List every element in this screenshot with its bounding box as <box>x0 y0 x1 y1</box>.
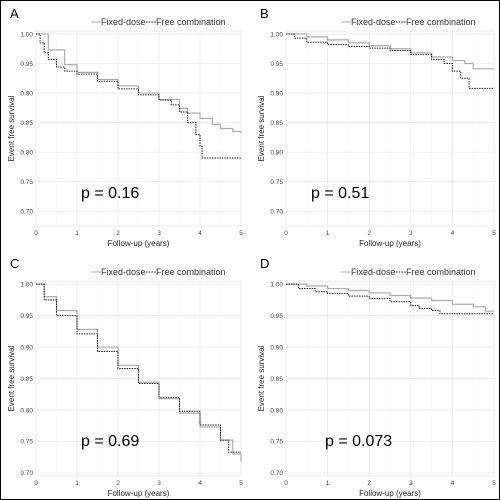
y-tick-label: 0.75 <box>20 179 33 186</box>
series-free-combination <box>36 283 241 453</box>
y-tick-label: 0.70 <box>20 470 33 477</box>
legend-label-fixed-dose: Fixed-dose <box>101 267 146 277</box>
x-tick-label: 0 <box>284 230 288 237</box>
p-value-annotation: p = 0.51 <box>311 185 369 202</box>
x-tick-label: 3 <box>157 230 161 237</box>
y-tick-label: 0.85 <box>270 120 283 127</box>
x-tick-label: 3 <box>409 480 413 487</box>
panel-letter: A <box>10 6 19 21</box>
series-free-combination <box>286 283 494 315</box>
x-tick-label: 4 <box>198 230 202 237</box>
y-axis-title: Event free survival <box>257 95 266 161</box>
y-tick-label: 0.90 <box>270 90 283 97</box>
x-axis-title: Follow-up (years) <box>108 239 170 248</box>
y-tick-label: 0.95 <box>20 61 33 68</box>
panel-a: A 0 1 2 3 4 5 0.70 0.75 0.80 0.85 0.90 0.95 1.00 Follo… <box>7 6 243 248</box>
panel-letter: B <box>260 6 269 21</box>
y-tick-label: 0.95 <box>270 61 283 68</box>
y-axis-title: Event free survival <box>257 345 266 411</box>
x-tick-label: 2 <box>367 230 371 237</box>
y-tick-label: 0.80 <box>270 407 283 414</box>
x-tick-label: 2 <box>367 480 371 487</box>
y-tick-label: 1.00 <box>20 281 33 288</box>
y-tick-label: 0.85 <box>20 120 33 127</box>
y-tick-label: 0.70 <box>270 209 283 216</box>
y-tick-label: 0.95 <box>20 313 33 320</box>
x-tick-label: 3 <box>409 230 413 237</box>
legend-label-free-combination: Free combination <box>406 17 476 27</box>
series-free-combination <box>36 33 241 159</box>
x-tick-label: 1 <box>326 230 330 237</box>
series-fixed-dose <box>286 283 494 312</box>
y-tick-label: 1.00 <box>20 31 33 38</box>
panel-b: B 0 1 2 3 4 5 0.70 0.75 0.80 0.85 0.90 0.95 1.00 Follo… <box>257 6 496 248</box>
y-tick-label: 1.00 <box>270 281 283 288</box>
panel-letter: C <box>10 256 19 271</box>
y-tick-label: 1.00 <box>270 31 283 38</box>
x-axis-title: Follow-up (years) <box>359 489 421 498</box>
legend-label-fixed-dose: Fixed-dose <box>351 267 396 277</box>
p-value-annotation: p = 0.69 <box>81 433 139 450</box>
x-tick-label: 0 <box>34 480 38 487</box>
x-tick-label: 1 <box>75 480 79 487</box>
y-axis-title: Event free survival <box>7 345 16 411</box>
x-tick-label: 1 <box>75 230 79 237</box>
x-tick-label: 1 <box>326 480 330 487</box>
panel-c: C 0 1 2 3 4 5 0.70 0.75 0.80 0.85 0.90 0.95 1.00 Follo… <box>7 256 243 498</box>
y-axis-title: Event free survival <box>7 95 16 161</box>
legend-label-fixed-dose: Fixed-dose <box>101 17 146 27</box>
legend-label-free-combination: Free combination <box>156 267 226 277</box>
x-axis-title: Follow-up (years) <box>359 239 421 248</box>
panel-d: D 0 1 2 3 4 5 0.70 0.75 0.80 0.85 0.90 0.95 1.00 Follo… <box>257 256 496 498</box>
x-tick-label: 5 <box>492 230 496 237</box>
x-tick-label: 5 <box>239 230 243 237</box>
y-tick-label: 0.70 <box>20 209 33 216</box>
x-axis-title: Follow-up (years) <box>108 489 170 498</box>
p-value-annotation: p = 0.16 <box>81 185 139 202</box>
x-tick-label: 5 <box>492 480 496 487</box>
legend-label-fixed-dose: Fixed-dose <box>351 17 396 27</box>
p-value-annotation: p = 0.073 <box>325 433 392 450</box>
legend-label-free-combination: Free combination <box>156 17 226 27</box>
y-tick-label: 0.80 <box>20 149 33 156</box>
y-tick-label: 0.75 <box>270 439 283 446</box>
x-tick-label: 0 <box>34 230 38 237</box>
y-tick-label: 0.75 <box>270 179 283 186</box>
x-tick-label: 3 <box>157 480 161 487</box>
y-tick-label: 0.90 <box>20 90 33 97</box>
y-tick-label: 0.80 <box>20 407 33 414</box>
y-tick-label: 0.90 <box>20 344 33 351</box>
x-tick-label: 4 <box>198 480 202 487</box>
x-tick-label: 5 <box>239 480 243 487</box>
panel-letter: D <box>260 256 269 271</box>
y-tick-label: 0.80 <box>270 149 283 156</box>
x-tick-label: 4 <box>451 480 455 487</box>
series-free-combination <box>286 33 494 89</box>
x-tick-label: 2 <box>116 230 120 237</box>
y-tick-label: 0.70 <box>270 470 283 477</box>
legend-label-free-combination: Free combination <box>406 267 476 277</box>
y-tick-label: 0.75 <box>20 439 33 446</box>
y-tick-label: 0.95 <box>270 313 283 320</box>
y-tick-label: 0.85 <box>20 376 33 383</box>
y-tick-label: 0.90 <box>270 344 283 351</box>
y-tick-label: 0.85 <box>270 376 283 383</box>
x-tick-label: 4 <box>451 230 455 237</box>
series-fixed-dose <box>286 33 494 70</box>
x-tick-label: 2 <box>116 480 120 487</box>
x-tick-label: 0 <box>284 480 288 487</box>
